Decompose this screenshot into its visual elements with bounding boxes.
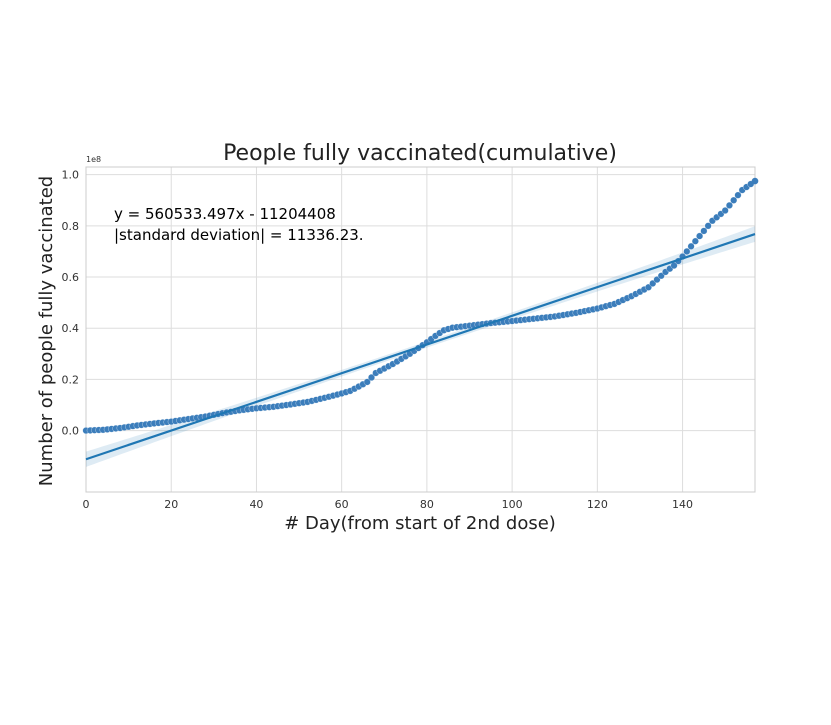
regression-line: [85, 233, 756, 461]
data-point: [721, 207, 729, 214]
x-tick-label: 140: [672, 498, 693, 511]
x-tick-labels: 0 20 40 60 80 100 120 140: [83, 498, 694, 511]
data-point: [700, 227, 708, 235]
y-offset-label: 1e8: [86, 155, 101, 164]
y-gridlines: [86, 174, 755, 432]
data-point: [725, 201, 733, 209]
y-tick-label: 0.4: [62, 322, 80, 335]
y-tick-label: 0.0: [62, 425, 80, 438]
data-point: [751, 177, 759, 185]
data-point: [691, 237, 699, 245]
y-tick-label: 0.2: [62, 373, 80, 386]
x-tick-label: 0: [83, 498, 90, 511]
chart-title: People fully vaccinated(cumulative): [223, 141, 617, 166]
data-point: [683, 247, 691, 255]
data-point: [734, 191, 742, 199]
data-point: [696, 232, 704, 240]
y-tick-label: 0.8: [62, 220, 80, 233]
equation-annotation: y = 560533.497x - 11204408: [114, 205, 336, 223]
y-tick-labels: 0.0 0.2 0.4 0.6 0.8 1.0: [62, 169, 80, 438]
std-dev-annotation: |standard deviation| = 11336.23.: [114, 226, 364, 244]
plot-border: [85, 166, 756, 493]
data-point: [363, 378, 371, 386]
data-point: [687, 242, 695, 250]
x-tick-label: 40: [249, 498, 263, 511]
x-tick-label: 20: [164, 498, 178, 511]
data-point: [704, 222, 712, 230]
y-axis-label: Number of people fully vaccinated: [36, 176, 57, 486]
x-axis-label: # Day(from start of 2nd dose): [284, 513, 556, 534]
x-tick-label: 120: [587, 498, 608, 511]
y-tick-label: 1.0: [62, 169, 80, 182]
regression-line-group: [85, 233, 756, 461]
x-tick-label: 80: [420, 498, 434, 511]
data-point: [730, 196, 738, 204]
x-tick-label: 60: [335, 498, 349, 511]
data-point: [368, 374, 375, 381]
y-tick-label: 0.6: [62, 271, 80, 284]
x-tick-label: 100: [502, 498, 523, 511]
plot-area: [86, 167, 755, 492]
